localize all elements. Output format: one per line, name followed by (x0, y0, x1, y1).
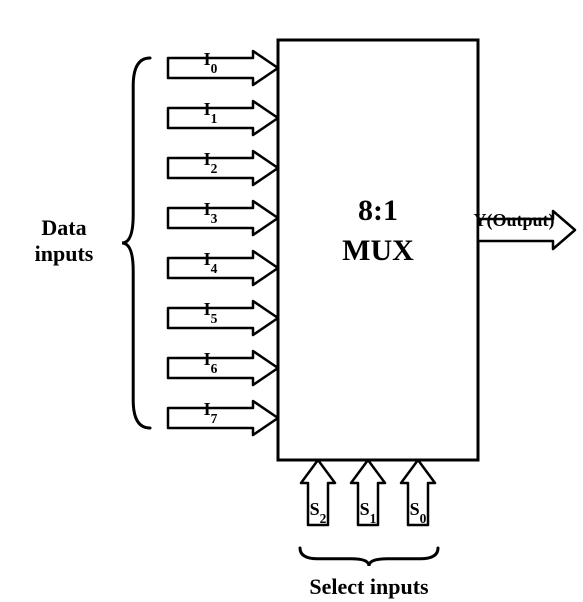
bottom-brace (300, 548, 438, 566)
data-input-arrow: I0 (168, 49, 278, 85)
select-input-arrow: S2 (301, 460, 335, 526)
data-input-arrow: I1 (168, 99, 278, 135)
select-input-arrow: S0 (401, 460, 435, 526)
mux-title-2: MUX (342, 234, 414, 267)
data-inputs-label-2: inputs (35, 241, 94, 266)
data-input-arrow: I2 (168, 149, 278, 185)
output-label: Y(Output) (473, 210, 554, 231)
mux-title-1: 8:1 (358, 194, 398, 227)
data-inputs-label-1: Data (41, 215, 86, 240)
left-brace (122, 58, 150, 428)
output-arrow: Y(Output) (473, 210, 575, 249)
select-input-arrow: S1 (351, 460, 385, 526)
data-input-arrow: I3 (168, 199, 278, 235)
data-input-arrow: I7 (168, 399, 278, 435)
data-input-arrow: I5 (168, 299, 278, 335)
select-inputs-label: Select inputs (309, 574, 429, 599)
data-input-arrow: I6 (168, 349, 278, 385)
data-input-arrow: I4 (168, 249, 278, 285)
